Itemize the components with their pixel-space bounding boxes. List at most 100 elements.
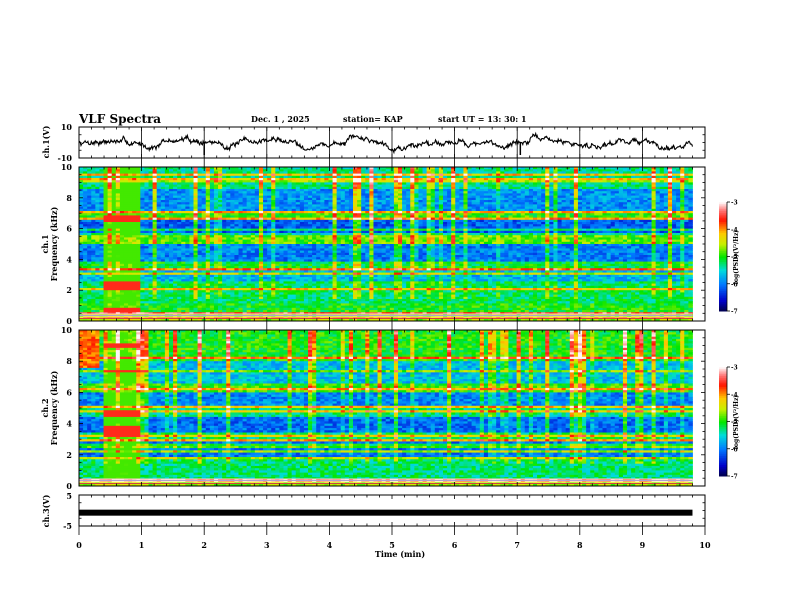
spectrogram-cell xyxy=(226,195,231,199)
spectrogram-cell xyxy=(111,211,117,214)
spectrogram-cells xyxy=(79,167,693,322)
spectrogram-cell xyxy=(111,175,117,179)
spectrogram-cell xyxy=(230,175,235,179)
spectrogram-cell xyxy=(279,182,284,185)
spectrogram-cell xyxy=(144,305,149,309)
spectrogram-cell xyxy=(279,263,284,267)
spectrogram-cell xyxy=(132,244,137,247)
spectrogram-cell xyxy=(136,197,141,201)
spectrogram-cell xyxy=(87,248,92,251)
spectrogram-cell xyxy=(156,252,162,256)
spectrogram-cell xyxy=(119,233,125,236)
spectrogram-cell xyxy=(168,281,174,284)
spectrogram-cell xyxy=(177,294,182,298)
spectrogram-cell xyxy=(279,316,284,320)
spectrogram-cell xyxy=(193,281,199,284)
spectrogram-cell xyxy=(213,307,219,311)
spectrogram-cell xyxy=(160,292,166,295)
spectrogram-cell xyxy=(185,217,190,221)
spectrogram-cell xyxy=(246,211,252,214)
spectrogram-cell xyxy=(115,299,121,302)
spectrogram-cell xyxy=(148,206,154,210)
spectrogram-cell xyxy=(111,294,117,298)
spectrogram-cell xyxy=(160,206,166,210)
spectrogram-cell xyxy=(140,303,145,306)
spectrogram-cell xyxy=(193,255,199,258)
spectrogram-cell xyxy=(267,316,272,320)
spectrogram-cell xyxy=(238,167,243,170)
spectrogram-cell xyxy=(267,263,272,267)
spectrogram-cell xyxy=(267,292,272,295)
spectrogram-cell xyxy=(234,193,239,196)
spectrogram-cell xyxy=(279,191,284,194)
spectrogram-cell xyxy=(128,173,133,177)
spectrogram-cell xyxy=(201,288,207,291)
spectrogram-cell xyxy=(254,305,260,309)
spectrogram-cell xyxy=(275,274,280,278)
spectrogram-cell xyxy=(181,303,186,306)
spectrogram-cell xyxy=(79,305,84,309)
spectrogram-cell xyxy=(115,277,121,280)
spectrogram-cell xyxy=(152,316,158,320)
spectrogram-cell xyxy=(279,266,284,269)
spectrogram-cell xyxy=(275,281,280,284)
spectrogram-cell xyxy=(95,178,100,181)
spectrogram-cell xyxy=(230,261,235,265)
spectrogram-cell xyxy=(115,307,121,311)
spectrogram-cell xyxy=(115,316,121,320)
spectrogram-cell xyxy=(189,175,194,179)
spectrogram-cell xyxy=(246,215,252,218)
spectrogram-cell xyxy=(168,186,174,190)
spectrogram-cell xyxy=(173,305,178,309)
spectrogram-cell xyxy=(128,169,133,172)
spectrogram-cell xyxy=(168,294,174,298)
spectrogram-cell xyxy=(83,288,88,291)
spectrogram-cell xyxy=(177,235,182,238)
spectrogram-cell xyxy=(287,226,293,229)
spectrogram-cell xyxy=(213,169,219,172)
spectrogram-cell xyxy=(258,263,264,267)
spectrogram-cell xyxy=(83,281,88,284)
spectrogram-cell xyxy=(246,288,252,291)
spectrogram-cell xyxy=(173,171,178,174)
spectrogram-cell xyxy=(238,272,243,276)
spectrogram-cell xyxy=(107,305,113,309)
spectrogram-cell xyxy=(87,292,92,295)
spectrogram-cell xyxy=(128,310,133,313)
spectrogram-cell xyxy=(275,173,280,177)
spectrogram-cell xyxy=(111,167,117,170)
spectrogram-cell xyxy=(267,184,272,188)
spectrogram-cell xyxy=(246,208,252,212)
spectrogram-cell xyxy=(95,292,100,295)
spectrogram-cell xyxy=(140,217,145,221)
spectrogram-cell xyxy=(271,305,276,309)
spectrogram-cell xyxy=(267,261,272,265)
spectrogram-cell xyxy=(205,310,211,313)
spectrogram-cell xyxy=(213,248,219,251)
spectrogram-cell xyxy=(218,178,223,181)
spectrogram-cell xyxy=(242,171,248,174)
spectrogram-cell xyxy=(160,252,166,256)
spectrogram-cell xyxy=(144,219,149,223)
spectrogram-cell xyxy=(136,180,141,183)
spectrogram-cell xyxy=(279,189,284,192)
spectrogram-cell xyxy=(209,301,215,304)
spectrogram-cell xyxy=(209,184,215,188)
spectrogram-cell xyxy=(263,193,268,196)
spectrogram-cell xyxy=(136,252,141,256)
spectrogram-cell xyxy=(168,239,174,243)
spectrogram-cell xyxy=(275,182,280,185)
spectrogram-cell xyxy=(197,272,203,276)
spectrogram-cell xyxy=(103,195,109,199)
spectrogram-cell xyxy=(79,180,84,183)
spectrogram-cell xyxy=(246,222,252,225)
spectrogram-cell xyxy=(136,211,141,214)
spectrogram-cell xyxy=(136,219,141,223)
spectrogram-cell xyxy=(107,268,113,271)
spectrogram-cell xyxy=(91,268,96,271)
spectrogram-cell xyxy=(87,272,92,276)
spectrogram-cell xyxy=(185,250,190,254)
spectrogram-cell xyxy=(128,197,133,201)
spectrogram-cell xyxy=(209,263,215,267)
spectrogram-cell xyxy=(181,292,186,295)
